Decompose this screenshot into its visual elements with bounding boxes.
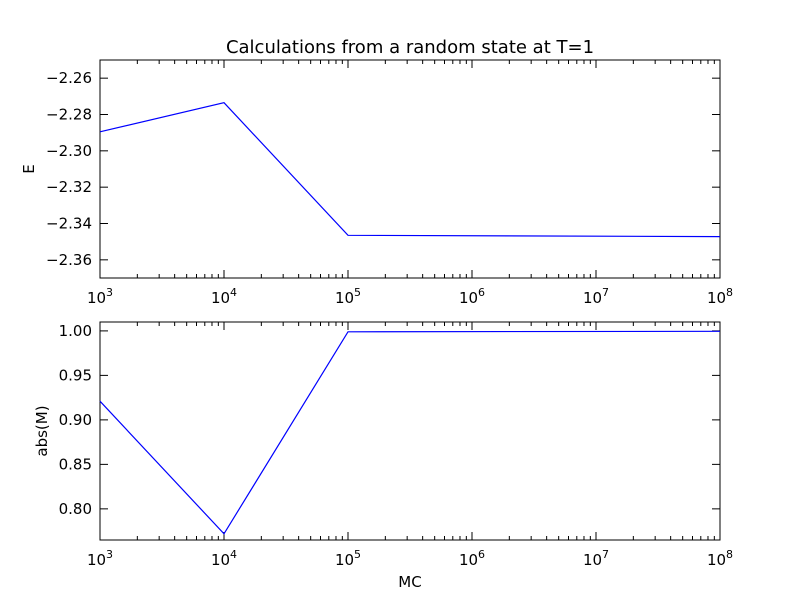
energy-ytick-label: −2.26 (46, 69, 92, 87)
chart-title: Calculations from a random state at T=1 (226, 37, 594, 58)
magnetization-xtick-label: 108 (707, 548, 733, 569)
energy-xtick-label: 107 (583, 286, 609, 307)
energy-ytick-label: −2.36 (46, 251, 92, 269)
magnetization-xtick-label: 104 (211, 548, 237, 569)
energy-ytick-label: −2.30 (46, 142, 92, 160)
magnetization-ytick-label: 1.00 (59, 322, 92, 340)
magnetization-xtick-label: 107 (583, 548, 609, 569)
y-axis-label-magnetization: abs(M) (33, 405, 51, 456)
magnetization-plot-frame (99, 321, 721, 541)
magnetization-ytick-label: 0.80 (59, 500, 92, 518)
x-axis-label: MC (398, 573, 421, 591)
magnetization-series-line (99, 330, 721, 535)
magnetization-ytick-label: 0.90 (59, 411, 92, 429)
energy-xtick-label: 104 (211, 286, 237, 307)
y-axis-label-energy: E (20, 164, 38, 173)
magnetization-xtick-label: 106 (459, 548, 485, 569)
energy-ytick-label: −2.32 (46, 178, 92, 196)
energy-series-line (99, 102, 721, 238)
energy-ytick-label: −2.34 (46, 215, 92, 233)
magnetization-panel: abs(M) MC 1.00 0.95 0.90 0.85 0.80 103 104 105 1… (33, 321, 733, 591)
energy-plot-frame (99, 59, 721, 279)
energy-ytick-label: −2.28 (46, 106, 92, 124)
energy-xtick-label: 105 (335, 286, 361, 307)
energy-panel: E −2.26 −2.28 −2.30 −2.32 −2.34 −2.36 103 104 10… (20, 59, 733, 307)
energy-xtick-label: 108 (707, 286, 733, 307)
magnetization-xtick-label: 105 (335, 548, 361, 569)
energy-xtick-label: 103 (87, 286, 113, 307)
magnetization-xtick-label: 103 (87, 548, 113, 569)
energy-xtick-label: 106 (459, 286, 485, 307)
magnetization-ytick-label: 0.95 (59, 366, 92, 384)
magnetization-ytick-label: 0.85 (59, 455, 92, 473)
